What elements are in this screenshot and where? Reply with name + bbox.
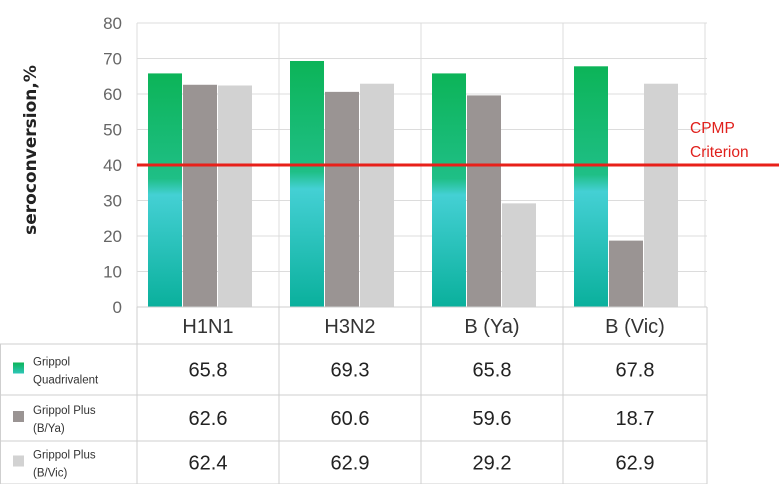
legend-swatch [13,411,24,422]
data-label: 62.4 [189,453,228,475]
y-tick-label: 70 [103,50,122,69]
y-tick-label: 10 [103,263,122,282]
y-tick-label: 60 [103,85,122,104]
data-label: 60.6 [331,408,370,430]
bar-grippol-plus-b-vic--h1n1 [218,85,252,307]
bar-grippol-plus-b-vic--h3n2 [360,83,394,307]
legend-label-line: (B/Vic) [33,468,67,480]
bar-grippol-plus-b-vic--b-vic- [644,83,678,307]
category-label: H3N2 [324,316,375,338]
data-label: 65.8 [189,360,228,382]
category-label: B (Vic) [605,316,665,338]
y-axis-label: seroconversion,% [21,65,41,235]
bar-grippol-plus-b-ya--b-ya- [467,95,501,307]
data-label: 65.8 [473,360,512,382]
cpmp-criterion-label-line: CPMP [690,120,735,137]
legend-swatch [13,362,24,374]
bar-grippol-quadrivalent-b-ya- [432,73,466,307]
legend-label-line: Grippol Plus [33,450,96,462]
data-label: 62.6 [189,408,228,430]
legend-label: Grippol Quadrivalent [33,357,99,387]
y-tick-label: 80 [103,14,122,33]
legend-label-line: Quadrivalent [33,375,99,387]
y-tick-label: 0 [113,298,122,317]
data-label: 29.2 [473,453,512,475]
category-label: B (Ya) [464,316,519,338]
data-label: 69.3 [331,360,370,382]
data-label: 18.7 [616,408,655,430]
bars-layer [148,60,678,308]
data-table: H1N1 H3N2 B (Ya) B (Vic) Grippol Quadrivalent… [0,306,708,484]
bar-grippol-quadrivalent-h1n1 [148,73,182,307]
bar-grippol-quadrivalent-h3n2 [290,60,324,307]
data-label: 62.9 [616,453,655,475]
data-label: 62.9 [331,453,370,475]
cpmp-criterion-label-line: Criterion [690,144,749,161]
reference-line-group: CPMP Criterion [137,120,779,167]
data-label: 67.8 [616,360,655,382]
bar-grippol-quadrivalent-b-vic- [574,66,608,307]
axis-layer: 0 10 20 30 40 50 60 70 80 seroconversion,% [21,14,122,317]
category-label: H1N1 [182,316,233,338]
legend-label-line: (B/Ya) [33,423,65,435]
cpmp-criterion-label: CPMP Criterion [690,120,749,161]
bar-grippol-plus-b-vic--b-ya- [502,203,536,307]
y-tick-label: 30 [103,192,122,211]
legend-label: Grippol Plus (B/Vic) [33,450,96,480]
legend-label: Grippol Plus (B/Ya) [33,405,96,435]
y-tick-label: 40 [103,156,122,175]
bar-grippol-plus-b-ya--b-vic- [609,240,643,307]
bar-grippol-plus-b-ya--h3n2 [325,91,359,308]
bar-grippol-plus-b-ya--h1n1 [183,84,217,308]
legend-label-line: Grippol Plus [33,405,96,417]
y-tick-label: 20 [103,227,122,246]
legend-label-line: Grippol [33,357,70,369]
legend-swatch [13,455,24,467]
data-label: 59.6 [473,408,512,430]
y-tick-label: 50 [103,121,122,140]
